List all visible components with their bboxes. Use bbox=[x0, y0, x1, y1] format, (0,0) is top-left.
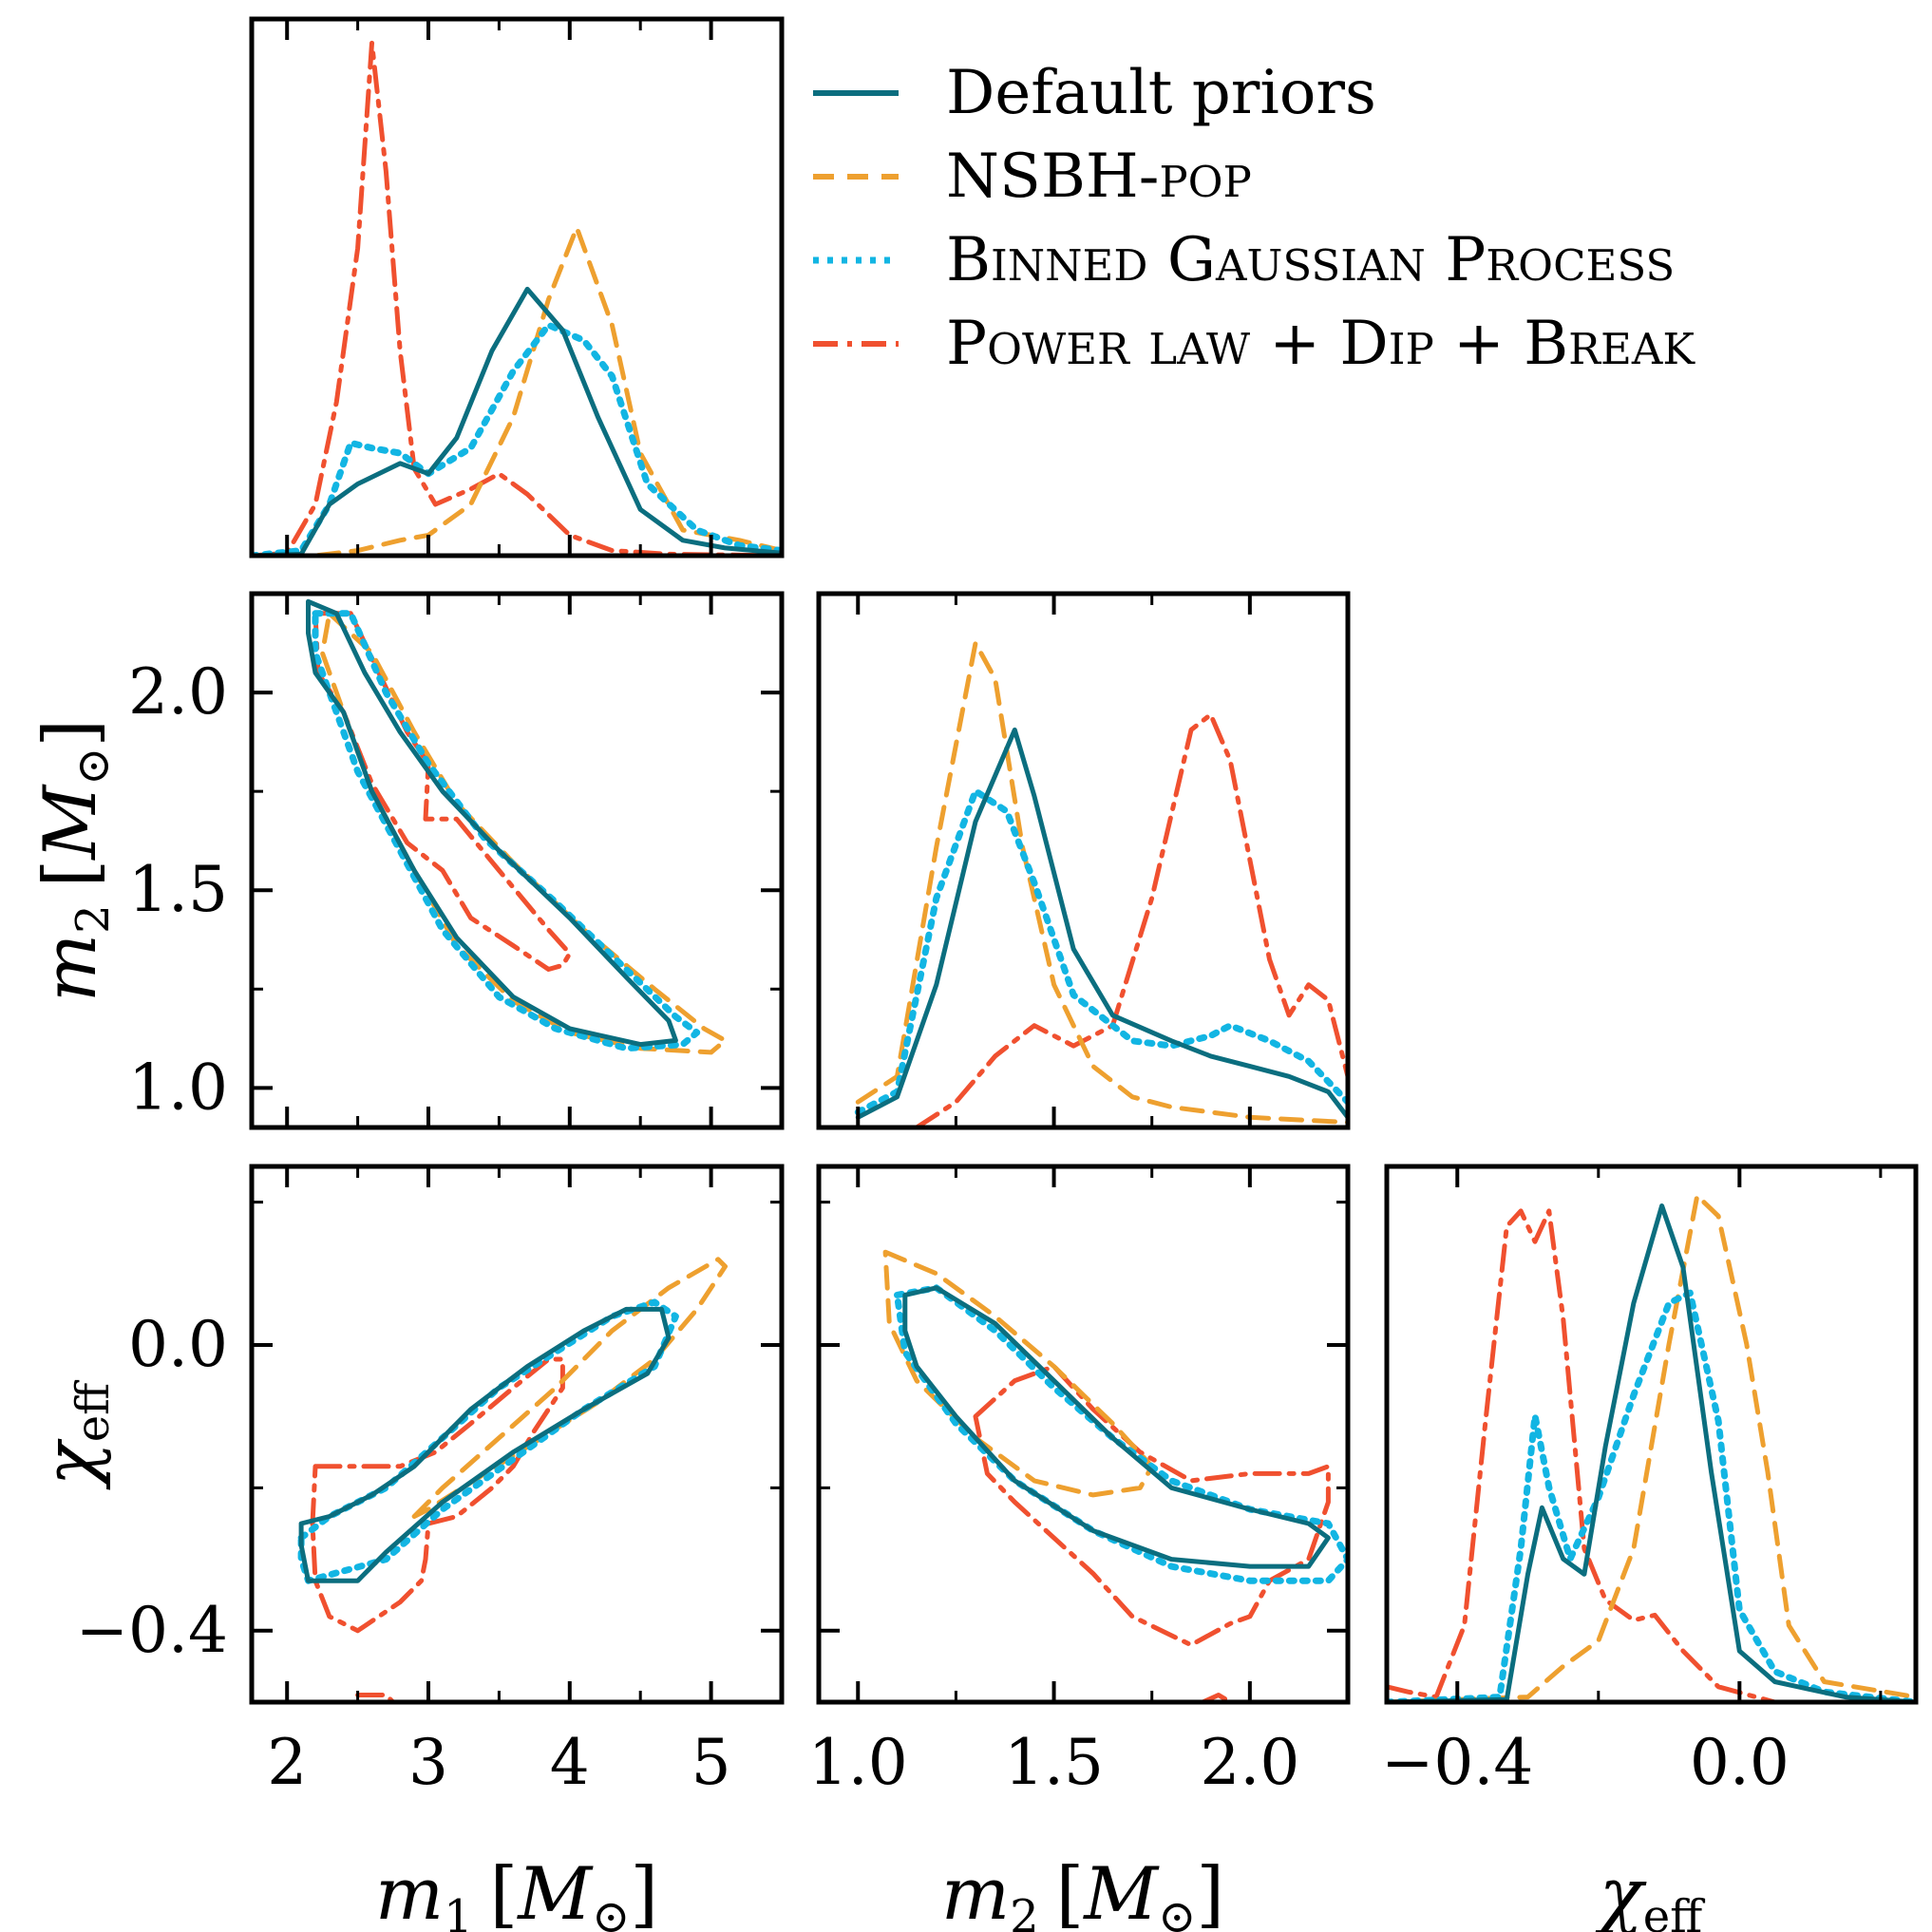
density-chi-default bbox=[1387, 1203, 1916, 1702]
x-tick-label: 5 bbox=[691, 1726, 731, 1799]
axis-labels: 2 3 4 5 1.0 1.5 2.0 −0.4 0.0 1.0 1.5 2.0 −0.4 0.0 m1 [M… bbox=[28, 655, 1790, 1932]
contour-m1_chi-pdb bbox=[310, 1356, 565, 1634]
panel-m2-m2 bbox=[854, 640, 1348, 1127]
x-tick-label: 2 bbox=[267, 1726, 307, 1799]
density-m2-gp bbox=[854, 787, 1348, 1116]
legend-swatch-gp bbox=[813, 256, 899, 264]
x-tick-label: 2.0 bbox=[1200, 1726, 1299, 1799]
legend-item-nsbh: NSBH-pop bbox=[813, 135, 1924, 218]
contour-m2_chi-nsbh bbox=[882, 1249, 1155, 1498]
density-m2-default bbox=[855, 727, 1348, 1120]
y-tick-label: 2.0 bbox=[128, 655, 228, 729]
x-tick-label: 1.0 bbox=[808, 1726, 908, 1799]
x-tick-label: 4 bbox=[550, 1726, 590, 1799]
density-m1-default bbox=[252, 286, 782, 556]
y-tick-label: 0.0 bbox=[128, 1308, 228, 1381]
panel-m2-m1 bbox=[306, 598, 728, 1055]
legend-item-gp: Binned Gaussian Process bbox=[813, 218, 1924, 302]
density-m1-nsbh bbox=[252, 225, 782, 556]
contour-m1_chi-default bbox=[298, 1306, 672, 1583]
x-axis-label-chi: χeff bbox=[1595, 1851, 1705, 1932]
density-m1-gp bbox=[252, 321, 782, 556]
density-chi-gp bbox=[1387, 1289, 1916, 1702]
contour-m1_m2-default bbox=[306, 598, 678, 1048]
contour-m1_chi-nsbh bbox=[411, 1257, 728, 1519]
legend-swatch-pdb bbox=[813, 341, 899, 347]
x-axis-label-m1: m1 [M⊙] bbox=[375, 1851, 658, 1932]
density-m1-pdb bbox=[252, 40, 782, 556]
contour-m1_m2-gp bbox=[312, 610, 701, 1052]
legend-item-default: Default priors bbox=[813, 51, 1924, 135]
x-tick-label: −0.4 bbox=[1381, 1726, 1533, 1799]
panel-frame bbox=[816, 591, 1351, 1130]
panel-chi-chi bbox=[1387, 1193, 1916, 1702]
y-tick-label: −0.4 bbox=[76, 1594, 228, 1667]
panel-frame bbox=[249, 1164, 785, 1705]
contour-m1_chi-gp bbox=[297, 1298, 679, 1584]
panel-m1-m1 bbox=[252, 40, 782, 556]
panel-frame bbox=[1384, 1164, 1919, 1705]
x-tick-label: 0.0 bbox=[1690, 1726, 1790, 1799]
legend-swatch-default bbox=[813, 90, 899, 96]
x-tick-label: 3 bbox=[408, 1726, 448, 1799]
contour-m2_chi-pdb bbox=[973, 1364, 1331, 1648]
x-axis-label-m2: m2 [M⊙] bbox=[941, 1851, 1224, 1932]
legend-label-nsbh: NSBH-pop bbox=[946, 142, 1252, 212]
panel-frame bbox=[816, 1164, 1351, 1705]
legend-swatch-nsbh bbox=[813, 174, 899, 180]
legend-label-gp: Binned Gaussian Process bbox=[946, 225, 1676, 295]
legend-label-pdb: Power law + Dip + Break bbox=[946, 309, 1695, 379]
panels bbox=[249, 16, 1919, 1705]
density-m2-nsbh bbox=[855, 640, 1348, 1126]
contour-m1_m2-pdb bbox=[313, 611, 573, 972]
y-axis-label-m2: m2[M⊙] bbox=[28, 719, 120, 1002]
panel-frame bbox=[249, 591, 785, 1130]
x-tick-label: 1.5 bbox=[1004, 1726, 1104, 1799]
contour-m2_chi-default bbox=[902, 1285, 1331, 1569]
density-m2-pdb bbox=[914, 711, 1348, 1127]
density-chi-pdb bbox=[1387, 1208, 1777, 1702]
legend-item-pdb: Power law + Dip + Break bbox=[813, 302, 1924, 386]
panel-chi-m2 bbox=[882, 1249, 1348, 1702]
y-tick-label: 1.5 bbox=[128, 853, 228, 926]
panel-chi-m1 bbox=[297, 1257, 728, 1702]
panel-frame bbox=[249, 16, 785, 559]
density-chi-nsbh bbox=[1387, 1193, 1916, 1702]
legend-label-default: Default priors bbox=[946, 58, 1376, 128]
y-axis-label-chi: χeff bbox=[28, 1380, 120, 1490]
y-tick-label: 1.0 bbox=[128, 1051, 228, 1124]
legend: Default priors NSBH-pop Binned Gaussian … bbox=[813, 51, 1924, 386]
